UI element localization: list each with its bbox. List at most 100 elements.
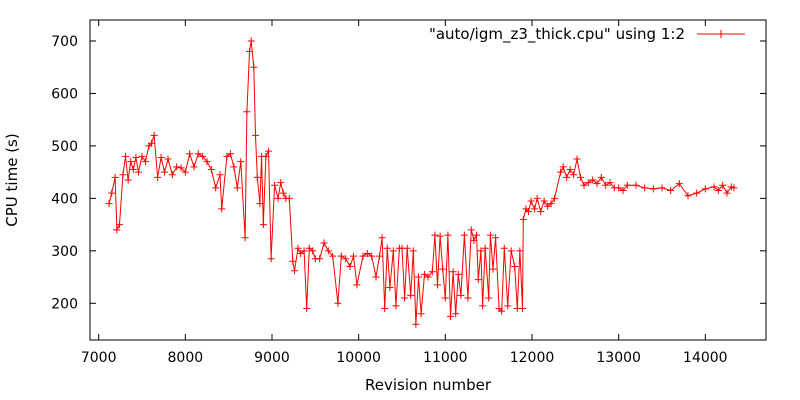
data-point (230, 163, 238, 171)
data-point (675, 180, 683, 188)
data-point (190, 163, 198, 171)
data-point (719, 181, 727, 189)
y-tick-label: 500 (51, 139, 78, 155)
data-point (207, 166, 215, 174)
series-layer (105, 37, 738, 328)
data-point (218, 205, 226, 213)
data-point (157, 153, 165, 161)
data-point (551, 194, 559, 202)
data-point (291, 267, 299, 275)
data-point (489, 265, 497, 273)
data-point (334, 299, 342, 307)
data-point (428, 268, 436, 276)
data-point (460, 231, 468, 239)
data-point (409, 247, 417, 255)
data-point (714, 186, 722, 194)
data-point (649, 185, 657, 193)
data-point (115, 221, 123, 229)
data-point (300, 247, 308, 255)
data-point (641, 184, 649, 192)
data-point (500, 244, 508, 252)
data-point (105, 200, 113, 208)
data-point (623, 181, 631, 189)
axis-ticks: 7000 8000 9000 10000 11000 12000 13000 14000 200… (51, 20, 766, 366)
data-point (447, 312, 455, 320)
data-point (479, 302, 487, 310)
data-point (580, 181, 588, 189)
data-point (262, 152, 270, 160)
data-point (368, 252, 376, 260)
x-tick-label: 7000 (81, 350, 117, 366)
data-point (233, 184, 241, 192)
data-point (389, 247, 397, 255)
data-point (486, 231, 494, 239)
data-point (615, 184, 623, 192)
data-point (507, 247, 515, 255)
data-point (359, 252, 367, 260)
data-point (392, 302, 400, 310)
data-point (417, 310, 425, 318)
data-point (504, 302, 512, 310)
data-point (378, 234, 386, 242)
data-point (161, 168, 169, 176)
data-point (485, 294, 493, 302)
data-point (226, 150, 234, 158)
data-point (584, 179, 592, 187)
data-point (540, 197, 548, 205)
data-point (216, 171, 224, 179)
data-point (247, 37, 255, 45)
data-point (279, 189, 287, 197)
data-point (199, 152, 207, 160)
data-point (132, 153, 140, 161)
data-point (253, 173, 261, 181)
data-point (212, 184, 220, 192)
data-point (573, 155, 581, 163)
data-point (436, 232, 444, 240)
plot-frame (89, 19, 767, 341)
data-point (173, 163, 181, 171)
data-point (401, 294, 409, 302)
x-tick-label: 9000 (254, 350, 290, 366)
data-point (470, 236, 478, 244)
data-point (439, 265, 447, 273)
data-point (274, 194, 282, 202)
data-point (381, 305, 389, 313)
data-point (342, 255, 350, 263)
legend-entry-label: "auto/igm_z3_thick.cpu" using 1:2 (429, 25, 685, 44)
data-point (148, 139, 156, 147)
data-point (237, 158, 245, 166)
data-point (154, 173, 162, 181)
data-point (294, 244, 302, 252)
data-point (135, 168, 143, 176)
data-point (181, 168, 189, 176)
data-point (414, 273, 422, 281)
data-point (124, 176, 132, 184)
data-point (723, 189, 731, 197)
data-point (375, 252, 383, 260)
data-point (602, 181, 610, 189)
data-point (577, 173, 585, 181)
data-point (177, 164, 185, 172)
data-point (537, 207, 545, 215)
data-point (570, 171, 578, 179)
data-point (186, 150, 194, 158)
data-point (597, 173, 605, 181)
data-point (113, 226, 121, 234)
data-point (444, 231, 452, 239)
data-point (492, 234, 500, 242)
data-point (525, 207, 533, 215)
data-point (658, 184, 666, 192)
data-point (141, 158, 149, 166)
data-point (563, 173, 571, 181)
data-point (129, 166, 137, 174)
data-point (441, 294, 449, 302)
x-tick-label: 10000 (336, 350, 381, 366)
data-point (606, 179, 614, 187)
data-point (383, 244, 391, 252)
data-point (127, 158, 135, 166)
data-point (138, 152, 146, 160)
data-point (303, 305, 311, 313)
data-point (710, 183, 718, 191)
data-point (519, 215, 527, 223)
data-point (467, 226, 475, 234)
